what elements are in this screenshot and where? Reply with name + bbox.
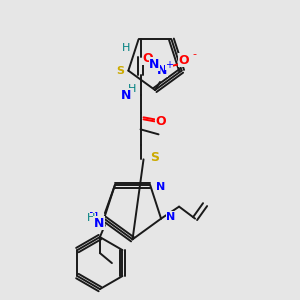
Text: H: H xyxy=(122,43,131,53)
Text: H: H xyxy=(128,84,137,94)
Text: O: O xyxy=(179,53,189,67)
Text: N: N xyxy=(156,182,165,192)
Text: N: N xyxy=(157,64,167,76)
Text: N: N xyxy=(89,212,99,222)
Text: H: H xyxy=(87,213,95,223)
Text: S: S xyxy=(150,151,159,164)
Text: N: N xyxy=(94,217,104,230)
Text: N: N xyxy=(167,212,176,222)
Text: S: S xyxy=(116,66,124,76)
Text: -: - xyxy=(192,49,196,59)
Text: O: O xyxy=(155,115,166,128)
Text: +: + xyxy=(165,60,173,70)
Text: O: O xyxy=(143,52,153,64)
Text: N: N xyxy=(149,58,160,71)
Text: N: N xyxy=(122,89,132,102)
